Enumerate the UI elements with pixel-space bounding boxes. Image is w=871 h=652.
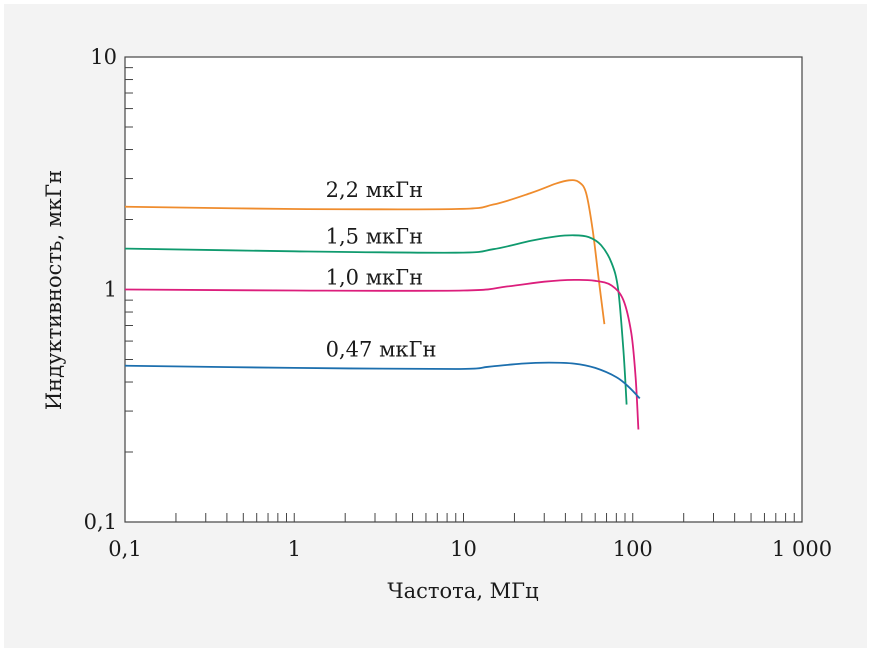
series-label: 1,0 мкГн [326,266,423,290]
axis-tick-labels: 0,1 1 10 100 1 000 0,1 1 10 [84,45,832,561]
series-line [124,179,606,325]
x-tick-label: 0,1 [108,537,141,561]
x-tick-label: 1 [288,537,301,561]
y-tick-label: 1 [104,278,117,302]
y-axis-title: Индуктивность, мкГн [42,170,66,410]
x-tick-label: 10 [450,537,477,561]
y-tick-label: 10 [90,45,117,69]
series-line [124,361,641,400]
x-tick-label: 1 000 [772,537,832,561]
series-label: 0,47 мкГн [326,338,437,362]
y-tick-label: 0,1 [84,510,117,534]
series-labels: 2,2 мкГн 1,5 мкГн 1,0 мкГн 0,47 мкГн [326,178,437,362]
series-label: 1,5 мкГн [326,224,423,248]
series-label: 2,2 мкГн [326,178,423,202]
x-axis-title: Частота, МГц [387,579,538,603]
series-line [124,234,628,405]
x-tick-label: 100 [613,537,653,561]
series-lines [124,179,641,430]
series-line [124,278,640,430]
